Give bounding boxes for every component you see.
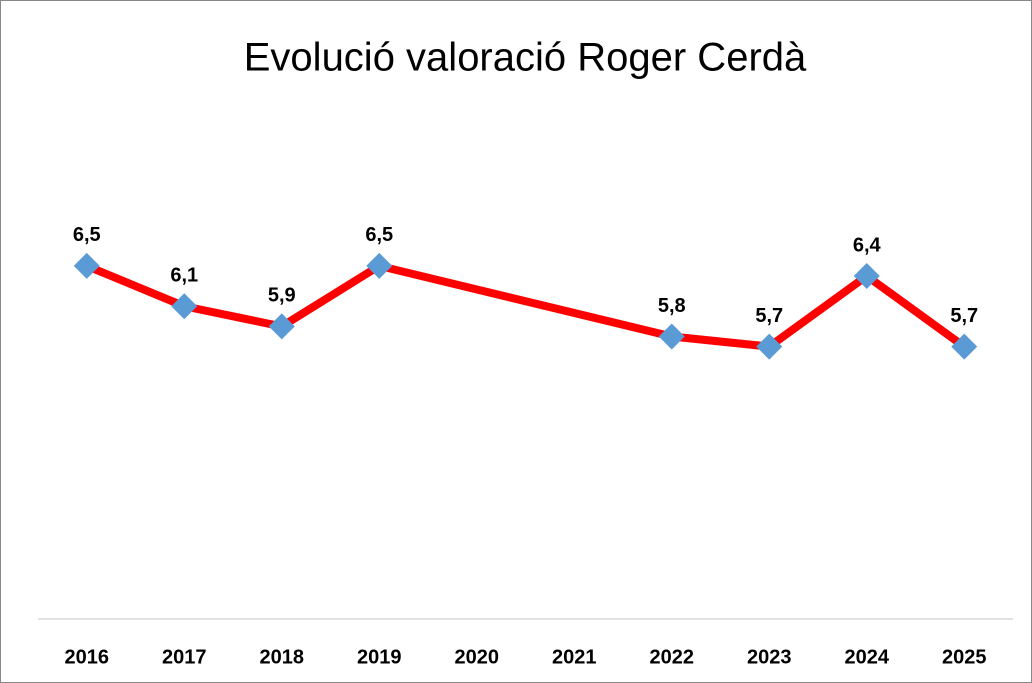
x-tick-label: 2018 — [260, 646, 305, 668]
x-tick-label: 2016 — [65, 646, 110, 668]
data-label: 5,7 — [950, 305, 978, 327]
data-label: 6,5 — [73, 224, 101, 246]
x-tick-label: 2020 — [455, 646, 500, 668]
x-tick-label: 2023 — [747, 646, 792, 668]
data-label: 5,8 — [658, 295, 686, 317]
data-label: 5,9 — [268, 285, 296, 307]
marker — [73, 252, 100, 279]
x-tick-label: 2021 — [552, 646, 597, 668]
x-tick-label: 2017 — [162, 646, 207, 668]
marker — [366, 252, 393, 279]
data-label: 6,5 — [365, 224, 393, 246]
x-tick-label: 2019 — [357, 646, 402, 668]
x-tick-label: 2025 — [942, 646, 987, 668]
data-label: 5,7 — [755, 305, 783, 327]
data-label: 6,1 — [170, 265, 198, 287]
x-tick-label: 2024 — [845, 646, 890, 668]
marker — [951, 333, 978, 360]
marker — [171, 293, 198, 320]
marker — [853, 262, 880, 289]
marker — [268, 313, 295, 340]
marker — [756, 333, 783, 360]
marker — [658, 323, 685, 350]
line — [85, 261, 967, 351]
chart-title: Evolució valoració Roger Cerdà — [244, 36, 807, 80]
data-label: 6,4 — [853, 234, 882, 256]
x-tick-label: 2022 — [650, 646, 695, 668]
